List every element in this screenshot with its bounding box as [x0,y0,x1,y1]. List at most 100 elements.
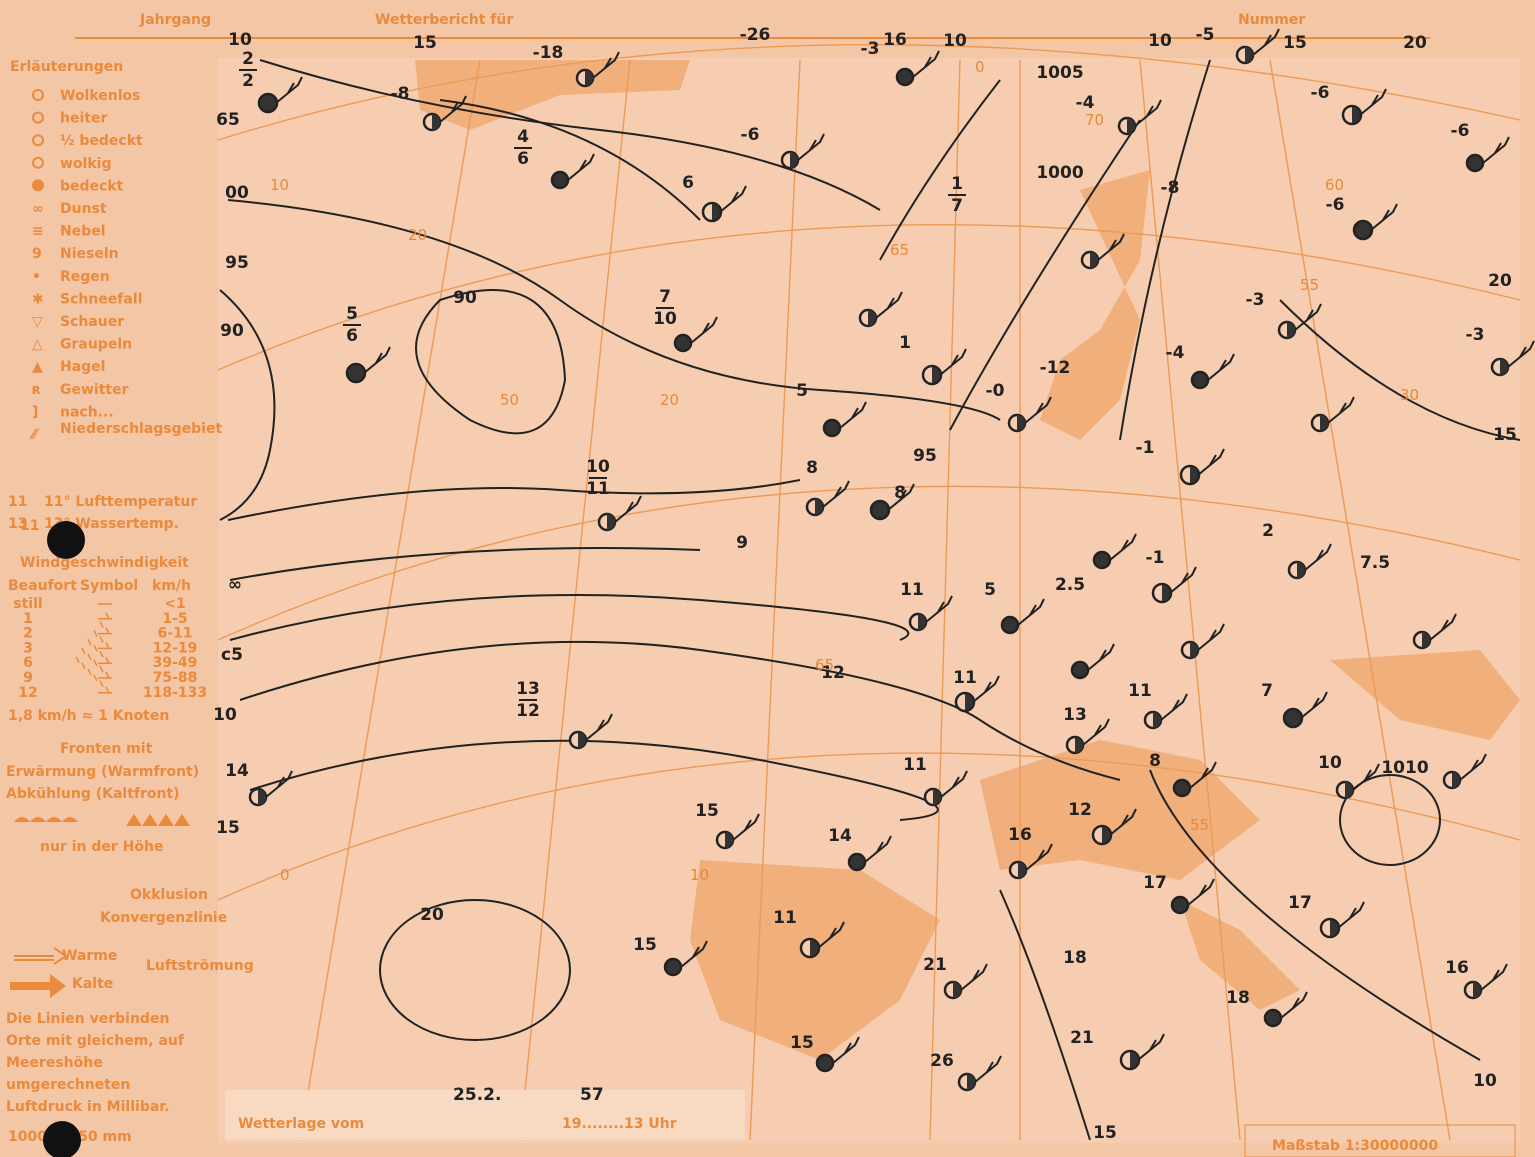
map-label: 18 [1226,988,1250,1008]
wind-barb [1087,643,1115,671]
wind-note: 1,8 km/h ≈ 1 Knoten [8,708,169,724]
map-label: 5 [984,580,996,600]
fraction-top: 10 [586,457,610,477]
legend-symbol: • [32,269,41,285]
wind-barb [832,1036,860,1064]
station [1282,707,1304,729]
map-label: -4 [1166,343,1185,363]
legend-symbol [32,89,44,101]
wind-barb [1327,396,1355,424]
map-label: 14 [828,826,852,846]
legend-item: Schneefall [60,291,142,307]
map-label: 21 [923,955,947,975]
legend: Erläuterungen 11 11° Lufttemperatur 11 1… [6,59,254,1145]
legend-symbol: ≡ [32,224,44,240]
legend-symbol [32,134,44,147]
footer-time: 19........13 Uhr [562,1116,677,1132]
legend-symbol [32,179,44,192]
map-label: 20 [420,905,444,925]
grid-label: 0 [280,866,290,884]
wind-barb [567,153,595,181]
station [1070,660,1090,680]
map-label: 15 [1283,33,1307,53]
map-label: 10 [1148,31,1172,51]
station-half [1127,118,1135,134]
wind-barb [1197,623,1225,651]
map-label: 15 [216,818,240,838]
wind-kmh: 1-5 [162,611,187,627]
station [1352,219,1374,241]
map-label: 6 [682,173,694,193]
map-label: 11 [953,668,977,688]
cold-arrow [10,974,66,998]
map-label: 12 [1068,800,1092,820]
wind-symbol [75,656,112,694]
station-half [868,310,876,326]
legend-item: Dunst [60,201,107,217]
wind-barb [839,401,867,429]
fraction-bottom: 6 [346,326,358,346]
wind-kmh: 39-49 [153,655,198,671]
wind-barb [1097,233,1125,261]
station-half [1017,415,1025,431]
station-half [1190,642,1198,658]
station-half [1162,585,1170,601]
station [1170,895,1190,915]
wind-barb [797,133,825,161]
map-label: 10 [1318,753,1342,773]
station-half [578,732,586,748]
fronts-title: Fronten mit [60,741,153,757]
wind-kmh: <1 [164,596,185,612]
map-label: 15 [1493,425,1517,445]
fronts-height: nur in der Höhe [40,839,163,855]
legend-title: Erläuterungen [10,59,123,75]
map-label: 16 [883,30,907,50]
header-nummer: Nummer [1238,12,1305,28]
wind-barb [732,813,760,841]
fronts-occlusion: Okklusion [130,887,208,903]
map-label: 21 [1070,1028,1094,1048]
flow-warm: Warme [62,948,117,964]
wind-barb [1482,136,1510,164]
map-label: 20 [1403,33,1427,53]
station [815,1053,835,1073]
footer-date: 25.2. [453,1085,501,1105]
map-label: -0 [986,381,1005,401]
legend-symbol: ∞ [32,201,44,217]
station-half [967,1074,975,1090]
station-half [953,982,961,998]
map-label: 13 [1063,705,1087,725]
station [822,418,842,438]
fronts-warm: Erwärmung (Warmfront) [6,764,199,780]
fraction-bottom: 6 [517,149,529,169]
station-half [1297,562,1305,578]
station-half [1190,467,1198,483]
grid-label: 10 [690,866,709,884]
map-label: 8 [1149,751,1161,771]
map-label: 26 [930,1051,954,1071]
temp-code: 11 [20,518,39,534]
wind-kmh: 12-19 [153,640,198,656]
wind-header: Beaufort [8,578,77,594]
map-label: c5 [221,645,243,665]
map-label: 10 [943,31,967,51]
wind-barb [1370,203,1398,231]
wind-barb [960,963,988,991]
wind-barb [1280,991,1308,1019]
map-label: 2 [1262,521,1274,541]
station [673,333,693,353]
wind-kmh: 75-88 [153,670,198,686]
footer-scale: Maßstab 1:30000000 [1272,1138,1438,1154]
wind-barb [875,291,903,319]
wind-barb [1109,808,1137,836]
wind-barb [439,95,467,123]
wind-barb [1134,99,1162,127]
wind-barb [265,770,293,798]
map-label: 1010 [1381,758,1428,778]
header-wetterbericht: Wetterbericht für [375,12,513,28]
station-half [1018,862,1026,878]
station [1092,550,1112,570]
station-half [1130,1052,1138,1068]
wind-barb [614,495,642,523]
